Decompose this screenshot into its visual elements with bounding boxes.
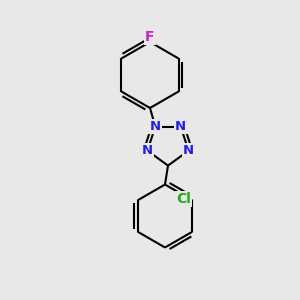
- Text: N: N: [183, 144, 194, 157]
- Text: Cl: Cl: [176, 192, 191, 206]
- Text: F: F: [145, 30, 155, 44]
- Text: N: N: [142, 144, 153, 157]
- Text: N: N: [150, 120, 161, 133]
- Text: N: N: [175, 120, 186, 133]
